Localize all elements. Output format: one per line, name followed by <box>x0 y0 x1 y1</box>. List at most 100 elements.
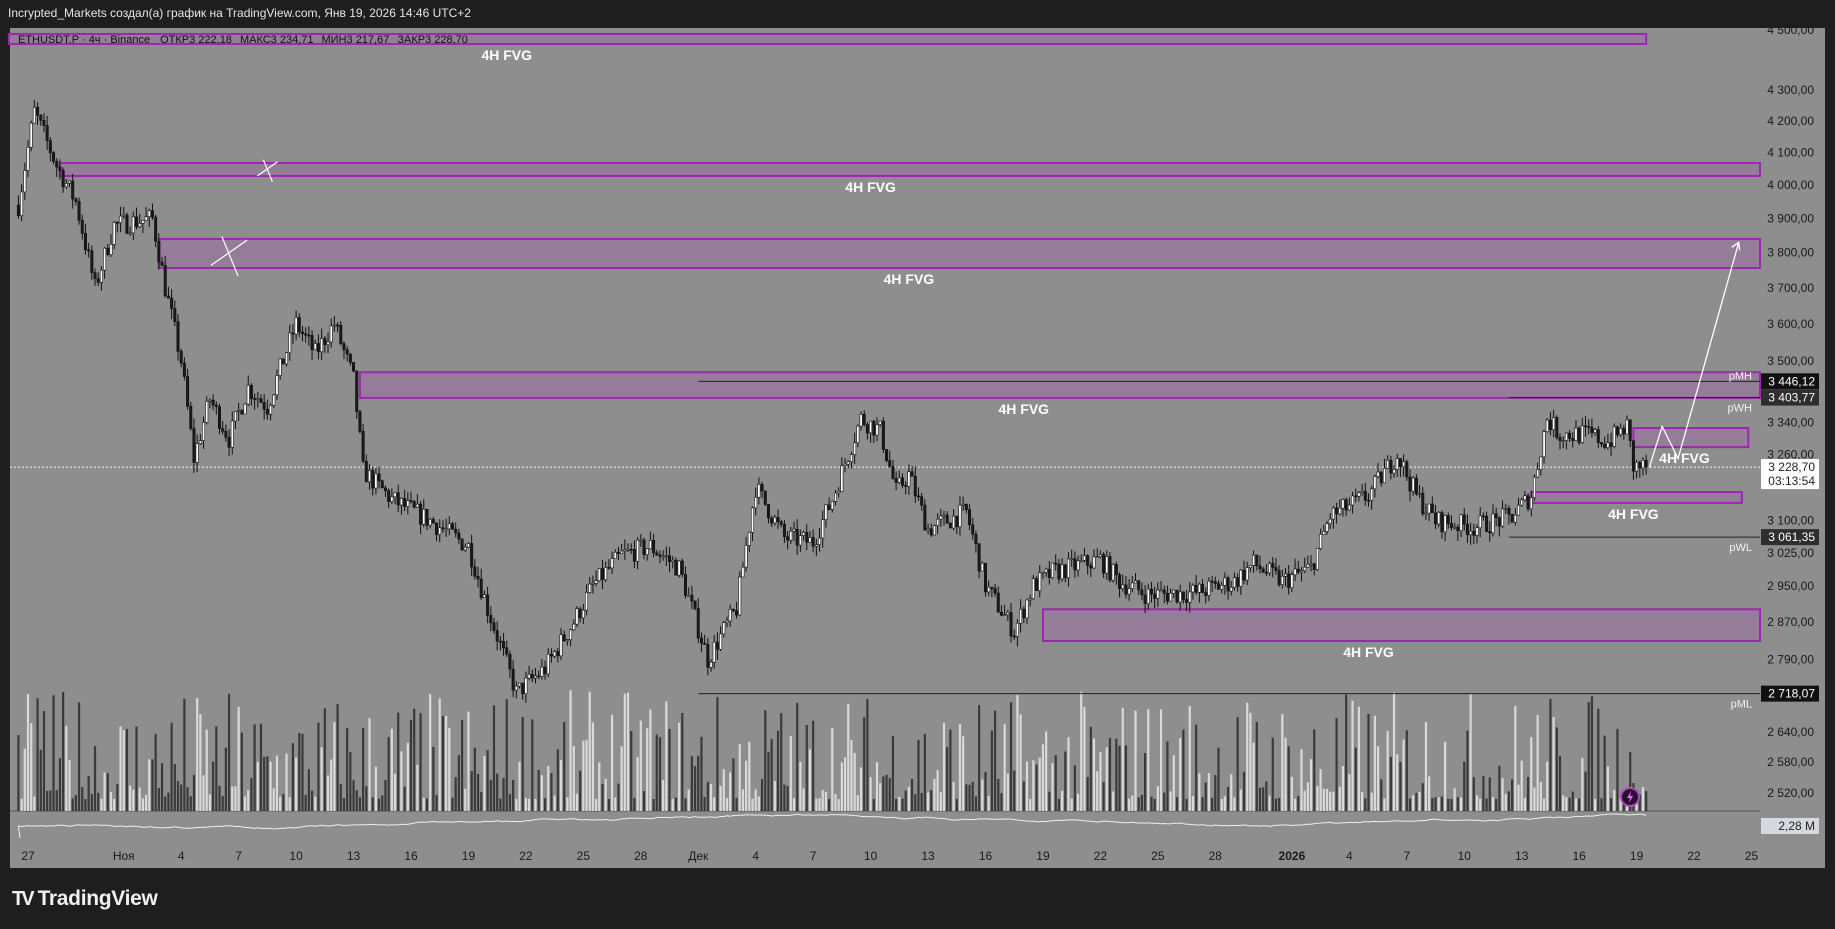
candle <box>1507 505 1511 525</box>
volume-bar <box>1006 773 1009 811</box>
volume-bar <box>413 708 416 811</box>
volume-bar <box>716 697 719 811</box>
candle <box>754 487 758 516</box>
candle <box>67 180 71 188</box>
volume-bar <box>1092 738 1096 811</box>
candle <box>492 617 496 634</box>
volume-bar <box>1463 761 1466 811</box>
candle <box>1625 415 1629 435</box>
candle <box>495 621 499 651</box>
candle-body <box>166 295 170 299</box>
volume-bar <box>757 796 760 811</box>
candle <box>913 466 917 503</box>
volume-bar <box>658 737 662 811</box>
candle <box>1245 562 1249 585</box>
volume-bar <box>1533 787 1536 811</box>
candle <box>511 660 515 698</box>
volume-bar <box>1488 777 1491 811</box>
volume-bar <box>671 798 674 811</box>
candle-body <box>661 555 665 558</box>
volume-bar <box>256 761 259 811</box>
volume-bar <box>745 760 748 811</box>
volume-bar <box>1402 739 1405 811</box>
volume-bar <box>847 703 850 811</box>
candle-body <box>1143 594 1147 604</box>
fvg-zone <box>7 32 1648 45</box>
volume-bar <box>1341 766 1345 811</box>
candle-body <box>1207 580 1211 596</box>
candle <box>1089 561 1093 578</box>
volume-bar <box>920 792 923 811</box>
price-axis[interactable] <box>1760 28 1825 868</box>
volume-bar <box>1303 790 1306 811</box>
candle <box>1006 609 1010 621</box>
candle <box>1325 520 1329 535</box>
volume-bar <box>429 693 432 811</box>
candle <box>968 504 972 531</box>
candle <box>1328 513 1332 530</box>
volume-bar <box>866 698 869 811</box>
candle-body <box>1357 492 1361 497</box>
tradingview-logo[interactable]: TV TradingView <box>12 887 158 911</box>
candle <box>521 682 525 700</box>
volume-bar <box>1016 695 1019 811</box>
candle <box>578 606 582 623</box>
volume-bar <box>674 797 678 811</box>
candle <box>1098 550 1102 559</box>
candle-body <box>744 545 748 568</box>
y-tick-label: 3 340,00 <box>1767 415 1814 429</box>
candle-body <box>1347 504 1351 511</box>
volume-bar <box>65 726 68 811</box>
candle <box>527 665 531 681</box>
volume-bar <box>1329 791 1332 811</box>
chart-attribution: Incrypted_Markets создал(а) график на Tr… <box>8 6 471 20</box>
candle <box>1076 555 1080 577</box>
volume-bar <box>17 734 20 811</box>
candle <box>888 450 892 468</box>
volume-bar <box>834 793 837 811</box>
candle-body <box>1386 460 1390 469</box>
y-tick-label: 2 790,00 <box>1767 652 1814 666</box>
candle-body <box>1501 508 1505 527</box>
candle <box>977 543 981 579</box>
indicator-lightning-icon[interactable] <box>1620 787 1640 807</box>
candle-body <box>916 495 920 498</box>
volume-bar <box>789 735 792 811</box>
volume-bar <box>895 798 898 811</box>
volume-bar <box>371 797 374 811</box>
candle-body <box>1153 593 1157 599</box>
candle <box>1213 576 1217 589</box>
candle-body <box>565 639 569 641</box>
candle-body <box>1558 437 1562 441</box>
candle <box>1082 548 1086 563</box>
candle <box>747 531 751 553</box>
volume-bar <box>342 798 346 811</box>
volume-bar <box>1405 730 1408 811</box>
volume-bar <box>1491 797 1495 811</box>
candle-body <box>1532 476 1536 499</box>
candle <box>364 454 368 483</box>
volume-bar <box>792 798 796 811</box>
volume-bar <box>949 729 952 811</box>
candle-body <box>1615 426 1619 436</box>
candle-body <box>648 540 652 550</box>
candle <box>358 409 362 434</box>
candle-body <box>249 384 253 399</box>
candle <box>406 492 410 515</box>
candle-body <box>616 552 620 554</box>
volume-bar <box>1325 788 1329 811</box>
volume-bar <box>416 764 419 811</box>
candle-body <box>1635 462 1639 472</box>
volume-bar <box>942 722 946 811</box>
volume-bar <box>579 770 582 811</box>
volume-bar <box>1370 792 1373 811</box>
candle <box>58 159 62 180</box>
candle <box>1539 456 1543 476</box>
candle-body <box>642 539 646 555</box>
candle-body <box>1086 555 1090 566</box>
candle <box>1357 491 1361 502</box>
candle-body <box>671 559 675 562</box>
candle-body <box>757 484 761 498</box>
